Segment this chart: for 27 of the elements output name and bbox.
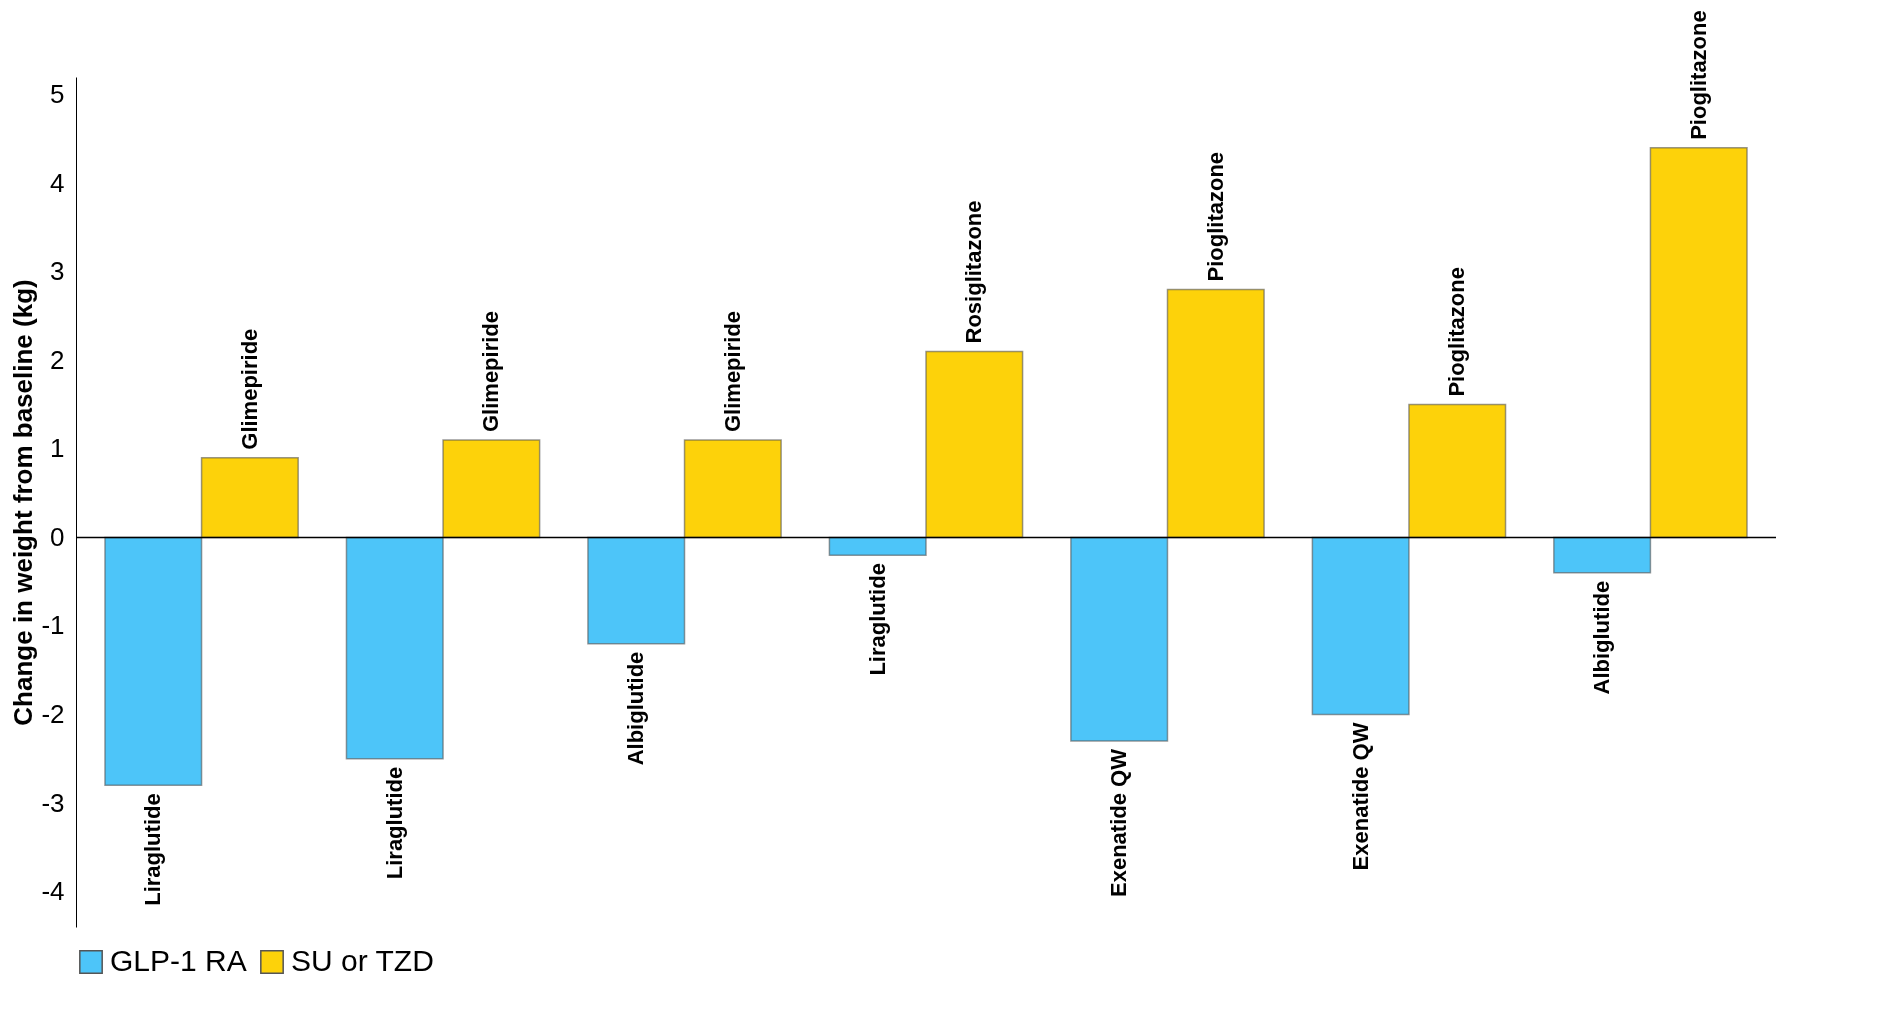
y-axis-title: Change in weight from baseline (kg) bbox=[8, 279, 39, 726]
data-label: Exenatide QW bbox=[1347, 722, 1373, 871]
data-label: Glimepiride bbox=[478, 310, 504, 433]
y-tick-label: 0 bbox=[50, 521, 65, 552]
y-tick-label: 5 bbox=[50, 79, 65, 110]
data-label: Glimepiride bbox=[719, 310, 745, 433]
y-tick-label: -1 bbox=[41, 610, 65, 641]
y-tick-label: -3 bbox=[41, 787, 65, 818]
data-label: Glimepiride bbox=[236, 328, 262, 450]
legend-label: SU or TZD bbox=[291, 944, 434, 977]
data-label: Rosiglitazone bbox=[961, 200, 987, 344]
y-tick-label: -2 bbox=[41, 699, 65, 729]
y-tick-label: 4 bbox=[50, 167, 65, 198]
data-label: Albiglutide bbox=[623, 651, 649, 766]
data-label: Liraglutide bbox=[381, 766, 407, 880]
data-label: Exenatide QW bbox=[1106, 748, 1132, 897]
y-tick-label: 3 bbox=[50, 256, 65, 287]
legend-label: GLP-1 RA bbox=[110, 944, 247, 977]
data-label: Pioglitazone bbox=[1685, 10, 1711, 140]
y-tick-label: -4 bbox=[41, 876, 65, 907]
data-label: Liraglutide bbox=[864, 563, 890, 676]
y-tick-label: 2 bbox=[50, 344, 65, 375]
data-label: Liraglutide bbox=[140, 793, 166, 906]
data-label: Pioglitazone bbox=[1202, 151, 1228, 282]
y-tick-label: 1 bbox=[50, 433, 65, 464]
data-label: Pioglitazone bbox=[1444, 267, 1470, 397]
data-label: Albiglutide bbox=[1589, 580, 1615, 695]
